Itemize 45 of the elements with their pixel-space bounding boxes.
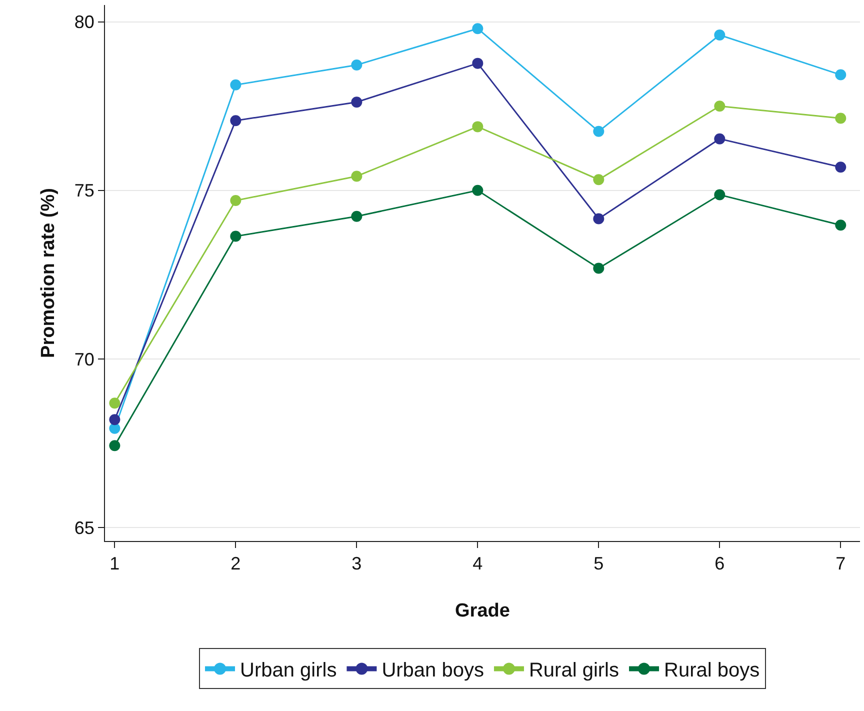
x-tick-label: 2	[230, 554, 241, 574]
point	[351, 170, 362, 182]
legend-label: Rural boys	[664, 660, 760, 682]
point	[835, 220, 846, 231]
point	[835, 69, 846, 80]
x-tick-label: 6	[714, 554, 725, 574]
point	[593, 174, 604, 186]
point	[230, 115, 242, 126]
point	[593, 126, 604, 137]
point	[835, 162, 846, 173]
point	[593, 213, 604, 224]
point	[714, 189, 726, 200]
point	[109, 422, 120, 434]
x-axis-title: Grade	[455, 600, 510, 622]
point	[472, 58, 484, 69]
point	[351, 210, 362, 222]
point	[835, 112, 846, 124]
point	[109, 414, 120, 426]
y-tick-label: 75	[74, 180, 94, 201]
point	[351, 96, 362, 108]
point	[472, 23, 484, 34]
point	[714, 30, 726, 40]
y-tick-label: 80	[74, 12, 94, 32]
x-tick-label: 7	[836, 554, 846, 574]
point	[472, 121, 484, 132]
point	[714, 100, 726, 112]
legend-label: Rural girls	[528, 660, 620, 682]
point	[230, 195, 242, 206]
point	[351, 60, 362, 71]
point	[472, 184, 484, 196]
y-tick-label: 70	[74, 349, 94, 370]
point	[230, 230, 242, 242]
x-tick-label: 5	[594, 554, 604, 574]
x-tick-label: 1	[110, 554, 120, 574]
legend-label: Urban boys	[382, 660, 484, 682]
point	[593, 262, 604, 274]
y-axis-title: Promotion rate (%)	[38, 188, 60, 358]
point	[230, 79, 242, 90]
x-tick-label: 4	[472, 554, 483, 574]
x-tick-label: 3	[352, 554, 362, 574]
point	[714, 133, 726, 144]
y-tick-label: 65	[74, 518, 94, 538]
point	[109, 398, 120, 409]
point	[109, 440, 120, 452]
legend-label: Urban girls	[240, 660, 337, 682]
